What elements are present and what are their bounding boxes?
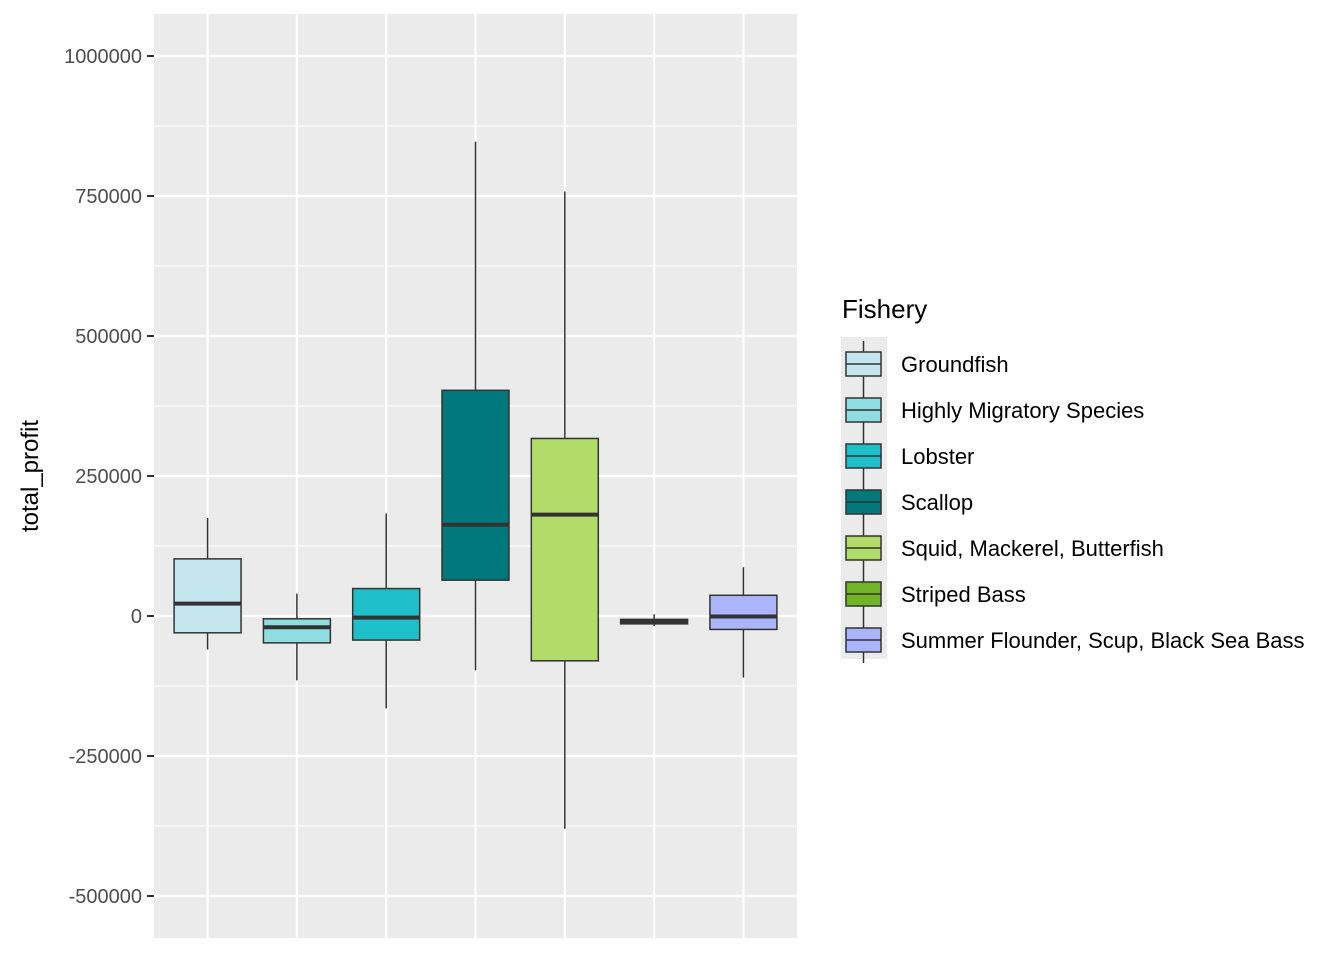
legend-label: Groundfish [901,352,1009,377]
y-tick-label: 0 [131,606,142,628]
y-tick-label: 250000 [75,466,142,488]
legend-items: Groundfish Highly Migratory Species Lobste… [845,341,1305,663]
legend-label: Summer Flounder, Scup, Black Sea Bass [901,628,1305,653]
legend-label: Highly Migratory Species [901,398,1144,423]
legend-label: Squid, Mackerel, Butterfish [901,536,1164,561]
legend: Fishery Groundfish Highly Migratory Speci… [841,294,1305,663]
box [262,618,332,644]
box [173,558,242,634]
y-tick-label: -500000 [69,886,142,908]
legend-label: Lobster [901,444,974,469]
boxes [173,141,778,829]
box [709,594,778,631]
y-tick-label: -250000 [69,746,142,768]
box [441,389,510,581]
legend-label: Striped Bass [901,582,1026,607]
legend-label: Scallop [901,490,973,515]
box [530,437,600,662]
y-axis-title: total_profit [17,420,44,532]
legend-title: Fishery [842,294,927,324]
y-tick-label: 500000 [75,326,142,348]
box [351,587,421,641]
y-tick-label: 1000000 [64,46,142,68]
y-axis: 1000000 750000 500000 250000 0 -250000 -500000 [64,46,154,908]
y-tick-label: 750000 [75,186,142,208]
